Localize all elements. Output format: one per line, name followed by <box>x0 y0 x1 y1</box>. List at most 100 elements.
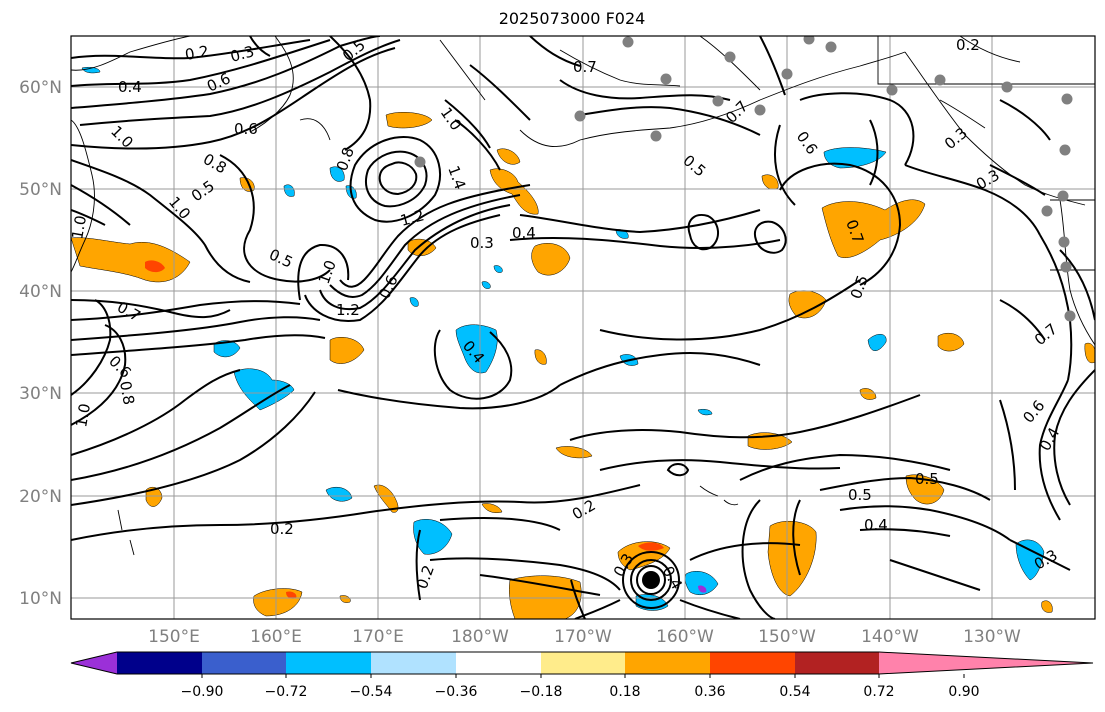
longitude-axis: 150°E 160°E 170°E 180°W 170°W 160°W 150°… <box>148 627 1021 647</box>
shade-patch <box>638 542 664 551</box>
colorbar-tick-label: 0.54 <box>779 684 810 700</box>
graticule <box>71 36 1095 619</box>
contour-label: 1.0 <box>68 214 90 241</box>
lon-label: 130°W <box>963 627 1021 647</box>
shade-patch <box>385 112 433 129</box>
shade-patch <box>233 368 295 411</box>
contour-label: 0.4 <box>118 78 142 96</box>
colorbar-segment <box>541 652 625 674</box>
contour-label: 0.4 <box>512 224 536 242</box>
colorbar-tick-label: −0.18 <box>520 684 563 700</box>
shade-patch <box>867 334 887 351</box>
lat-label: 30°N <box>19 384 62 404</box>
lon-label: 150°W <box>758 627 816 647</box>
contour-label: 1.2 <box>336 301 360 319</box>
station-markers <box>414 36 1076 322</box>
contour-label: 0.4 <box>864 516 888 534</box>
shade-patch <box>508 575 582 619</box>
shade-patch <box>413 519 453 555</box>
shade-patch <box>283 184 295 197</box>
lat-label: 10°N <box>19 589 62 609</box>
colorbar-tick-label: 0.90 <box>948 684 979 700</box>
shade-patch <box>1015 539 1045 581</box>
shade-patch <box>409 297 419 307</box>
shade-patch <box>531 243 571 276</box>
colorbar-tick-label: 0.72 <box>863 684 894 700</box>
shade-patch <box>481 503 503 513</box>
lat-label: 60°N <box>19 78 62 98</box>
colorbar-tick-label: −0.90 <box>181 684 224 700</box>
shade-patch <box>684 571 719 595</box>
storm-center-marker <box>642 571 660 589</box>
contour-label: 1.2 <box>398 206 426 230</box>
shade-patch <box>905 474 945 505</box>
colorbar-extend-max <box>879 652 1093 674</box>
colorbar-tick-label: 0.36 <box>694 684 725 700</box>
shade-patch <box>937 333 965 352</box>
colorbar-tick-label: −0.36 <box>435 684 478 700</box>
colorbar-segment <box>625 652 710 674</box>
contour-label: 0.7 <box>573 58 597 76</box>
lon-label: 160°W <box>656 627 714 647</box>
colorbar-segment <box>286 652 371 674</box>
lat-label: 40°N <box>19 282 62 302</box>
shade-patch <box>339 595 351 603</box>
colorbar-extend-min <box>71 652 117 674</box>
shade-patch <box>145 487 163 507</box>
shade-patch <box>455 324 498 374</box>
shade-patch <box>496 148 521 165</box>
contour-label: 0.5 <box>848 486 872 504</box>
latitude-axis: 60°N 50°N 40°N 30°N 20°N 10°N <box>19 78 62 609</box>
contours <box>71 36 1095 619</box>
lon-label: 180°W <box>451 627 509 647</box>
colorbar-segment <box>117 652 202 674</box>
lon-label: 160°E <box>250 627 302 647</box>
shade-patch <box>329 166 345 182</box>
shade-patch <box>81 66 101 74</box>
shade-patch <box>767 520 817 597</box>
lon-label: 170°W <box>554 627 612 647</box>
contour-label: 0.5 <box>915 470 939 488</box>
contour-label: 1.0 <box>72 402 94 429</box>
shade-patch <box>534 349 547 365</box>
shade-patch <box>286 591 297 599</box>
shade-patch <box>145 260 165 273</box>
shaded-regions <box>71 66 1095 619</box>
shade-patch <box>1041 600 1053 613</box>
shade-patch <box>373 484 399 513</box>
shade-patch <box>493 265 503 273</box>
contour-label: 0.3 <box>470 234 494 252</box>
shade-patch <box>761 174 779 190</box>
plot-frame <box>70 35 1096 620</box>
colorbar-segment <box>202 652 286 674</box>
map-title: 2025073000 F024 <box>498 9 646 28</box>
lon-label: 170°E <box>352 627 404 647</box>
lat-label: 20°N <box>19 487 62 507</box>
lon-label: 140°W <box>861 627 919 647</box>
contour-label: 0.2 <box>184 42 211 64</box>
contour-label: 0.8 <box>116 380 138 407</box>
contour-label: 0.2 <box>956 36 980 54</box>
lat-label: 50°N <box>19 180 62 200</box>
shade-patch <box>325 487 353 502</box>
shade-patch <box>1084 342 1095 364</box>
colorbar-outline <box>70 651 1094 675</box>
contour-label: 0.6 <box>234 120 258 138</box>
colorbar-segment <box>710 652 795 674</box>
shade-patch <box>213 340 241 358</box>
colorbar-tick-label: −0.72 <box>265 684 308 700</box>
shade-patch <box>697 408 713 416</box>
lon-label: 150°E <box>148 627 200 647</box>
colorbar-segment <box>456 652 541 674</box>
shade-patch <box>481 281 491 289</box>
contour-label: 0.3 <box>228 42 256 66</box>
colorbar-tick-label: 0.18 <box>609 684 640 700</box>
shade-patch <box>329 337 365 364</box>
colorbar-tick-label: −0.54 <box>350 684 393 700</box>
contour-label: 0.2 <box>270 520 294 538</box>
shade-patch <box>859 388 877 400</box>
colorbar-segment <box>795 652 879 674</box>
colorbar: −0.90 −0.72 −0.54 −0.36 −0.18 0.18 0.36 0.54 0.7… <box>70 651 1094 700</box>
shade-patch <box>698 585 707 593</box>
